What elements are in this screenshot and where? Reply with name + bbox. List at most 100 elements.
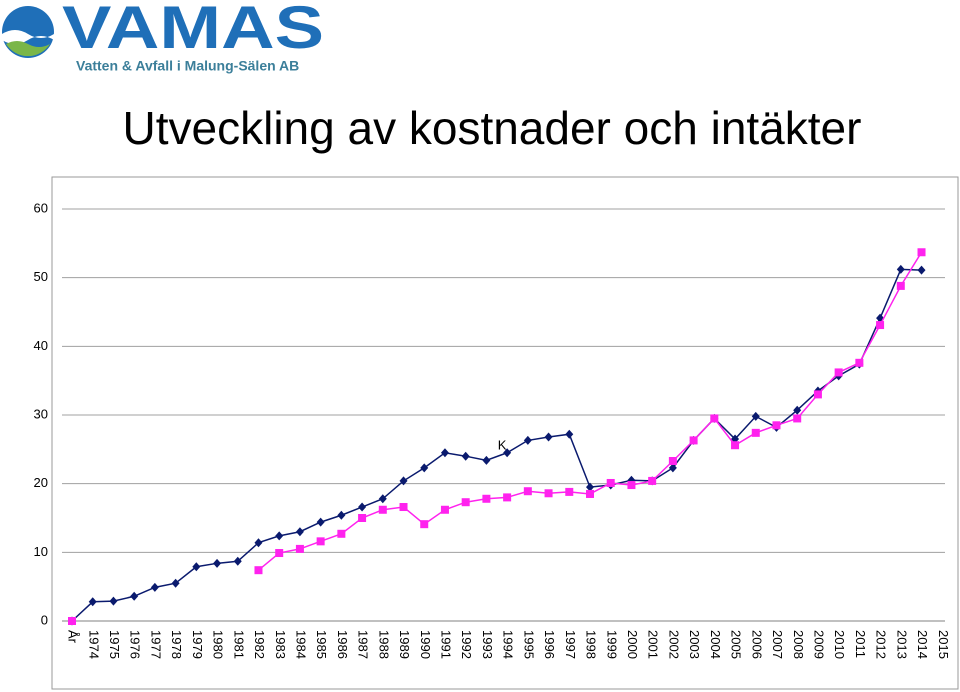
data-point [399, 503, 408, 512]
data-point [503, 493, 512, 502]
data-point [358, 514, 367, 522]
data-point [440, 448, 449, 458]
data-point [876, 321, 885, 330]
data-point [834, 368, 843, 377]
data-point [316, 517, 325, 527]
data-point [896, 281, 905, 290]
series-line [71, 268, 922, 622]
data-point [855, 358, 864, 367]
data-point [130, 591, 139, 601]
x-tick-label: 1977 [148, 630, 163, 659]
data-point [88, 597, 97, 607]
data-point [586, 482, 594, 492]
x-tick-label: 2014 [915, 630, 930, 659]
y-tick-label: 40 [34, 338, 48, 353]
data-point [295, 527, 304, 537]
x-tick-label: 2000 [625, 630, 640, 659]
data-point [772, 421, 781, 430]
x-tick-label: 1978 [169, 630, 184, 659]
data-point [109, 596, 118, 606]
x-tick-label: År [66, 630, 81, 644]
x-tick-label: 1979 [190, 630, 205, 659]
chart-title: Utveckling av kostnader och intäkter [123, 102, 862, 154]
x-tick-label: 2012 [874, 630, 889, 659]
x-tick-label: 2001 [646, 630, 661, 659]
data-point [461, 498, 470, 507]
data-point [648, 476, 657, 485]
data-point [316, 537, 325, 546]
x-tick-label: 1985 [314, 630, 329, 659]
data-point [482, 494, 491, 503]
data-point [565, 429, 574, 439]
x-tick-label: 2009 [811, 630, 826, 659]
x-tick-label: 2003 [687, 630, 702, 659]
x-tick-label: 1982 [252, 630, 267, 659]
chart-frame [51, 176, 959, 690]
data-point [523, 435, 532, 445]
x-tick-label: 1975 [107, 630, 122, 659]
x-tick-label: 2011 [853, 630, 868, 658]
data-point [503, 448, 512, 458]
y-tick-label: 50 [34, 269, 48, 284]
data-point [275, 531, 284, 541]
data-point [337, 510, 346, 520]
x-tick-label: 2013 [894, 630, 909, 659]
series-line [258, 251, 923, 571]
x-tick-label: 1992 [459, 630, 474, 659]
data-point [213, 558, 222, 568]
x-tick-label: 1980 [211, 630, 226, 659]
x-tick-label: 1996 [542, 630, 557, 659]
data-point [254, 538, 263, 548]
x-tick-label: 1995 [521, 630, 536, 659]
x-tick-label: 1999 [604, 630, 619, 659]
data-point [627, 481, 636, 490]
data-point [420, 463, 429, 473]
x-tick-label: 2006 [749, 630, 764, 659]
data-point [378, 505, 387, 514]
x-tick-label: 2008 [791, 630, 806, 659]
annotation: K [498, 437, 507, 452]
y-tick-label: 0 [41, 612, 48, 627]
data-point [606, 478, 615, 487]
data-point [461, 451, 470, 461]
x-tick-label: 1983 [273, 630, 288, 659]
data-point [295, 544, 304, 553]
data-point [420, 520, 429, 529]
y-tick-label: 10 [34, 544, 48, 559]
data-point [482, 455, 491, 465]
data-point [399, 476, 408, 486]
y-tick-label: 20 [34, 475, 48, 490]
data-point [275, 549, 284, 558]
data-point [150, 582, 159, 592]
x-tick-label: 2002 [666, 630, 681, 659]
x-tick-label: 1984 [293, 630, 308, 659]
logo-wave [2, 30, 54, 44]
logo-name: VAMAS [62, 0, 324, 61]
data-point [793, 414, 802, 423]
x-tick-label: 1993 [480, 630, 495, 659]
data-point [378, 494, 387, 504]
data-point [586, 489, 594, 498]
x-tick-label: 2005 [729, 630, 744, 659]
y-tick-label: 60 [34, 200, 48, 215]
data-point [917, 265, 926, 275]
x-tick-label: 1990 [418, 630, 433, 659]
data-point [358, 502, 367, 512]
x-tick-label: 1997 [563, 630, 578, 659]
x-tick-label: 1991 [439, 630, 454, 659]
x-tick-label: 2015 [936, 630, 951, 659]
x-tick-label: 2010 [832, 630, 847, 659]
logo-tagline: Vatten & Avfall i Malung-Sälen AB [76, 58, 299, 74]
data-point [668, 463, 677, 473]
x-tick-label: 1987 [356, 630, 371, 659]
data-point [337, 529, 346, 538]
data-point [751, 428, 760, 437]
x-tick-label: 2007 [770, 630, 785, 659]
data-point [171, 578, 180, 588]
x-tick-label: 2004 [708, 630, 723, 659]
data-point [917, 248, 926, 257]
x-tick-label: 1981 [231, 630, 246, 659]
x-tick-label: 1994 [501, 630, 516, 659]
data-point [523, 487, 532, 496]
